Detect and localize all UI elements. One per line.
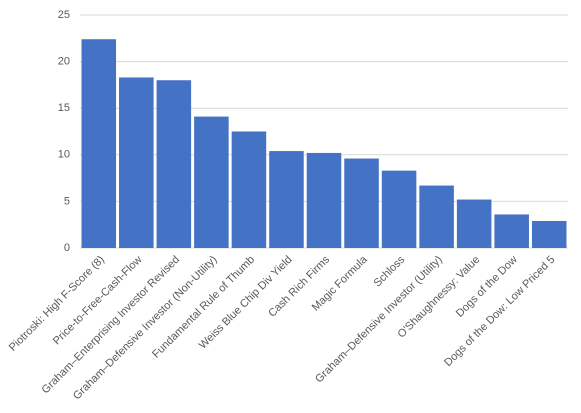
bar <box>344 158 379 248</box>
bar <box>81 39 117 249</box>
x-tick-label: Schloss <box>372 253 408 289</box>
bar <box>119 77 154 248</box>
y-tick-label: 10 <box>58 149 70 161</box>
bar <box>306 152 342 248</box>
y-tick-label: 5 <box>64 195 70 207</box>
x-tick-label: Graham–Enterprising Investor Revised <box>40 254 183 397</box>
bar <box>269 151 304 248</box>
y-tick-label: 20 <box>58 56 70 68</box>
bar <box>494 214 529 248</box>
y-tick-label: 25 <box>58 9 70 21</box>
bar <box>381 170 417 248</box>
x-tick-label: Graham–Defensive Investor (Non-Utility) <box>71 254 220 403</box>
bar <box>419 185 454 248</box>
bar <box>456 199 492 248</box>
y-tick-label: 0 <box>64 242 70 254</box>
bar <box>156 80 192 249</box>
bar <box>194 116 229 248</box>
y-tick-label: 15 <box>58 102 70 114</box>
bar <box>231 131 267 248</box>
bar <box>531 220 567 248</box>
